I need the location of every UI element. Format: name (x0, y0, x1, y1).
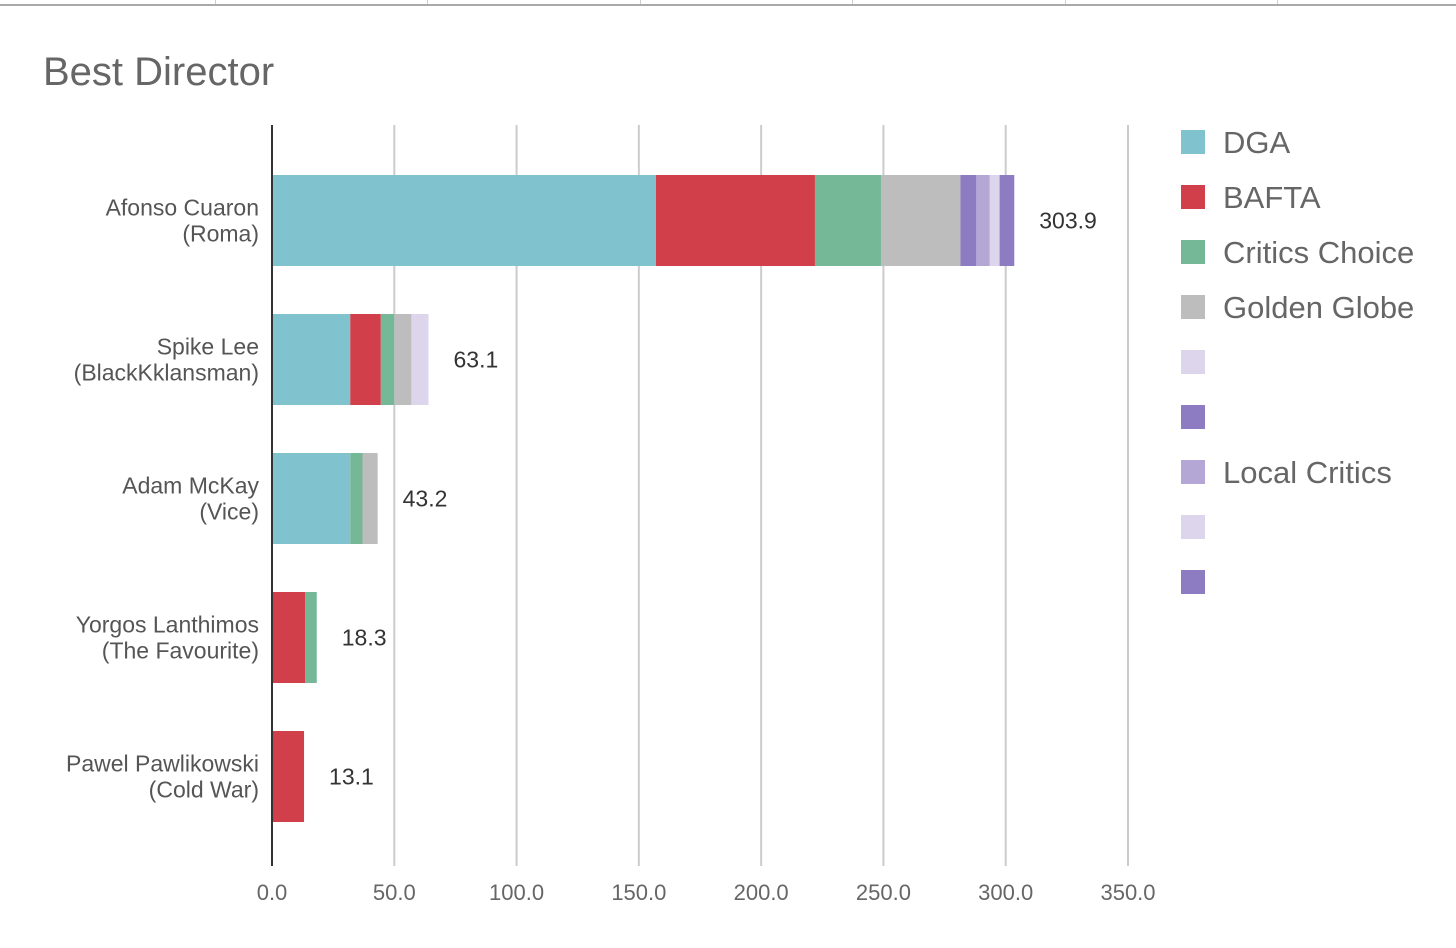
legend-swatch (1181, 460, 1205, 484)
bar-segment (999, 175, 1015, 266)
bar-segment (272, 453, 351, 544)
bar-total-label: 13.1 (329, 764, 374, 790)
bar-segment (411, 314, 429, 405)
spreadsheet-top-border (0, 0, 1456, 6)
bar-segment (305, 592, 317, 683)
bar-segment (272, 731, 305, 822)
legend-label: Local Critics (1223, 455, 1392, 490)
legend-label: BAFTA (1223, 180, 1321, 215)
bar-segment (272, 592, 306, 683)
bar-segment (976, 175, 990, 266)
category-label: Afonso Cuaron (106, 195, 259, 221)
labels: 0.0 50.0 100.0 150.0 200.0 250.0 300.0 350.0 303… (66, 195, 1156, 906)
legend-swatch (1181, 295, 1205, 319)
bar-segment (989, 175, 1000, 266)
legend-label: Critics Choice (1223, 235, 1414, 270)
gridlines (393, 125, 1129, 866)
bar-segment (272, 314, 351, 405)
x-tick-label: 200.0 (734, 880, 789, 905)
category-label: Yorgos Lanthimos (76, 612, 259, 638)
bar-total-label: 43.2 (403, 486, 448, 512)
category-label: Spike Lee (157, 334, 259, 360)
bar-segment (394, 314, 412, 405)
legend-swatch (1181, 350, 1205, 374)
category-label: (Roma) (182, 221, 259, 247)
bar-segment (655, 175, 815, 266)
category-label: (Vice) (199, 499, 259, 525)
x-tick-label: 100.0 (489, 880, 544, 905)
category-label: (Cold War) (149, 777, 259, 803)
category-label: (The Favourite) (102, 638, 259, 664)
bar-segment (272, 175, 656, 266)
legend-swatch (1181, 515, 1205, 539)
legend-label: DGA (1223, 125, 1291, 160)
legend-swatch (1181, 570, 1205, 594)
bar-segment (380, 314, 395, 405)
bars (272, 175, 1015, 822)
x-tick-label: 50.0 (373, 880, 416, 905)
x-tick-label: 0.0 (257, 880, 288, 905)
bar-segment (350, 314, 381, 405)
category-label: Pawel Pawlikowski (66, 751, 259, 777)
bar-segment (362, 453, 378, 544)
legend-swatch (1181, 405, 1205, 429)
category-label: Adam McKay (122, 473, 259, 499)
bar-segment (350, 453, 363, 544)
x-tick-label: 250.0 (856, 880, 911, 905)
legend-label: Golden Globe (1223, 290, 1414, 325)
legend-swatch (1181, 185, 1205, 209)
x-tick-label: 350.0 (1100, 880, 1155, 905)
legend-swatch (1181, 130, 1205, 154)
bar-segment (880, 175, 961, 266)
x-tick-label: 150.0 (611, 880, 666, 905)
bar-segment (814, 175, 881, 266)
bar-segment (960, 175, 977, 266)
bar-total-label: 63.1 (454, 347, 499, 373)
category-label: (BlackKklansman) (74, 360, 259, 386)
bar-total-label: 303.9 (1039, 208, 1097, 234)
legend: DGA BAFTA Critics Choice Golden Globe Local … (1181, 125, 1414, 594)
x-tick-label: 300.0 (978, 880, 1033, 905)
chart-title: Best Director (43, 50, 274, 94)
legend-swatch (1181, 240, 1205, 264)
bar-total-label: 18.3 (342, 625, 387, 651)
